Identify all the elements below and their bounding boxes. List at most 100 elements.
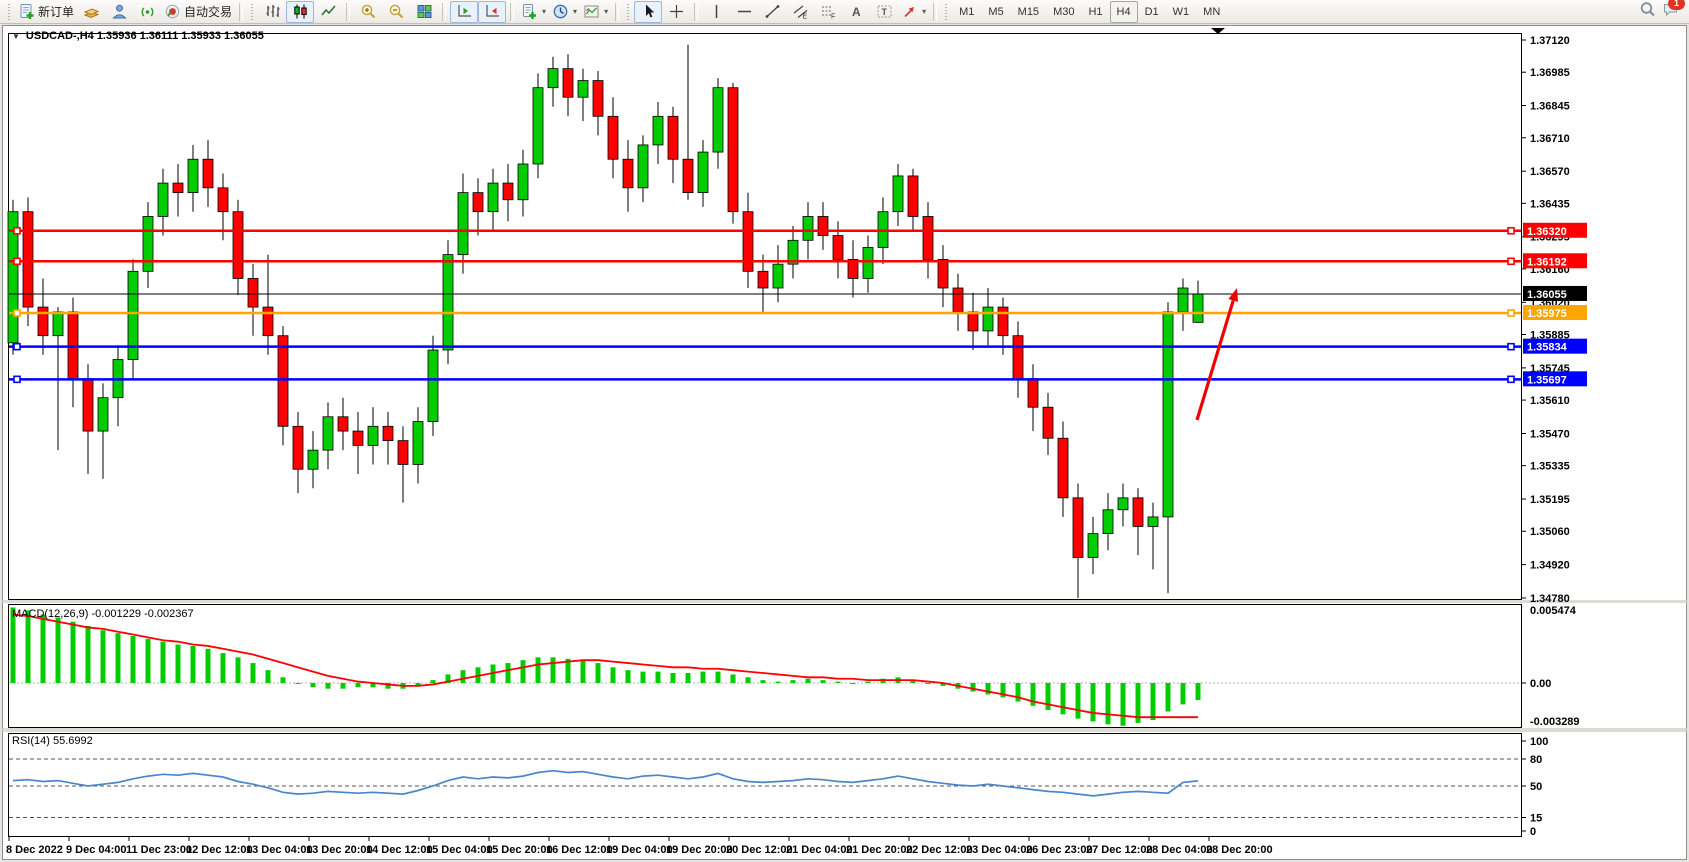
periods-button[interactable]: ▾	[549, 1, 580, 23]
chart-shift-button[interactable]	[478, 0, 507, 23]
rsi-label: RSI(14) 55.6992	[12, 735, 93, 747]
chart-title: ▼ USDCAD-,H4 1.35936 1.36111 1.35933 1.3…	[12, 30, 264, 42]
svg-text:21 Dec 20:00: 21 Dec 20:00	[846, 844, 913, 856]
timeframe-m1-button[interactable]: M1	[959, 5, 975, 18]
data-window-button[interactable]	[105, 1, 133, 23]
toolbar-drag-handle[interactable]	[250, 3, 256, 20]
templates-button[interactable]: ▾	[580, 1, 611, 23]
market-watch-button[interactable]	[77, 1, 105, 23]
indicators-button[interactable]: ▾	[518, 1, 549, 23]
notification-badge: 1	[1668, 0, 1685, 10]
templates-icon	[583, 3, 600, 20]
arrows-tool-button[interactable]: ▾	[898, 1, 929, 23]
svg-text:9 Dec 04:00: 9 Dec 04:00	[66, 844, 127, 856]
timeframe-w1-button[interactable]: W1	[1172, 5, 1190, 18]
fibonacci-button[interactable]: F	[814, 1, 842, 23]
timeframe-h1-button[interactable]: H1	[1088, 5, 1103, 18]
toolbar-drag-handle[interactable]	[626, 3, 632, 20]
tile-windows-button[interactable]	[410, 1, 438, 23]
timeframe-m30-button[interactable]: M30	[1053, 5, 1075, 18]
toolbar-drag-handle[interactable]	[944, 3, 950, 20]
chevron-down-icon[interactable]: ▾	[922, 7, 927, 16]
auto-scroll-icon	[456, 3, 473, 20]
indicators-icon	[521, 3, 538, 20]
svg-text:22 Dec 12:00: 22 Dec 12:00	[906, 844, 973, 856]
chevron-down-icon[interactable]: ▾	[573, 7, 578, 16]
chevron-down-icon[interactable]: ▾	[542, 7, 547, 16]
toolbar: 新订单 自动交易 ▾ ▾ ▾ E F A T ▾ M1 M5 M15 M30 H1 H4 D1 W1 MN 1	[0, 0, 1689, 24]
svg-text:13 Dec 04:00: 13 Dec 04:00	[246, 844, 313, 856]
svg-text:A: A	[852, 5, 861, 19]
svg-text:1.36845: 1.36845	[1530, 101, 1570, 113]
search-button[interactable]	[1639, 1, 1656, 23]
text-icon: A	[848, 3, 865, 20]
timeframe-m15-button[interactable]: M15	[1017, 5, 1040, 18]
svg-text:1.37120: 1.37120	[1530, 35, 1570, 47]
svg-text:15 Dec 20:00: 15 Dec 20:00	[486, 844, 553, 856]
crosshair-icon	[668, 3, 685, 20]
toolbar-separator	[933, 2, 938, 21]
tile-windows-icon	[416, 3, 433, 20]
data-window-icon	[111, 3, 128, 20]
timeframe-h4-button[interactable]: H4	[1109, 0, 1138, 23]
svg-text:15: 15	[1530, 813, 1542, 825]
chevron-down-icon[interactable]: ▾	[604, 7, 609, 16]
auto-scroll-button[interactable]	[450, 0, 479, 23]
collapse-icon[interactable]: ▼	[12, 31, 20, 41]
zoom-out-icon	[388, 3, 405, 20]
signals-button[interactable]	[133, 1, 161, 23]
svg-text:T: T	[881, 7, 887, 17]
svg-text:1.36985: 1.36985	[1530, 67, 1570, 79]
toolbar-separator	[239, 2, 244, 21]
toolbar-separator	[442, 2, 447, 21]
zoom-out-button[interactable]	[382, 1, 410, 23]
cursor-button[interactable]	[634, 0, 663, 23]
svg-text:1.35975: 1.35975	[1527, 308, 1567, 320]
chart-line-button[interactable]	[314, 1, 342, 23]
cursor-icon	[640, 3, 657, 20]
timeframe-d1-button[interactable]: D1	[1144, 5, 1159, 18]
svg-text:26 Dec 23:00: 26 Dec 23:00	[1026, 844, 1093, 856]
timeframe-mn-button[interactable]: MN	[1203, 5, 1221, 18]
svg-text:19 Dec 20:00: 19 Dec 20:00	[666, 844, 733, 856]
text-label-icon: T	[876, 3, 893, 20]
svg-text:1.35470: 1.35470	[1530, 428, 1570, 440]
zoom-in-icon	[360, 3, 377, 20]
horizontal-line-button[interactable]	[730, 1, 758, 23]
trendline-button[interactable]	[758, 1, 786, 23]
svg-text:0: 0	[1530, 826, 1536, 838]
svg-text:1.36435: 1.36435	[1530, 198, 1570, 210]
chart-line-icon	[320, 3, 337, 20]
trendline-icon	[764, 3, 781, 20]
new-order-button[interactable]: 新订单	[15, 1, 77, 23]
arrows-tool-icon	[901, 3, 918, 20]
svg-text:27 Dec 12:00: 27 Dec 12:00	[1086, 844, 1153, 856]
chart-bars-button[interactable]	[258, 1, 286, 23]
chart-candles-button[interactable]	[286, 0, 315, 23]
rsi-line	[12, 769, 1199, 797]
vertical-line-button[interactable]	[702, 1, 730, 23]
equidistant-channel-button[interactable]: E	[786, 1, 814, 23]
auto-trading-button[interactable]: 自动交易	[161, 1, 235, 23]
price-chart[interactable]: 1.37120 1.36985 1.36845 1.36710 1.36570 1.364…	[2, 25, 1687, 860]
svg-text:28 Dec 20:00: 28 Dec 20:00	[1206, 844, 1273, 856]
text-label-button[interactable]: T	[870, 1, 898, 23]
svg-text:1.35610: 1.35610	[1530, 395, 1570, 407]
candles	[7, 44, 1204, 598]
svg-text:15 Dec 04:00: 15 Dec 04:00	[426, 844, 493, 856]
svg-text:8 Dec 2022: 8 Dec 2022	[6, 844, 63, 856]
svg-text:0.005474: 0.005474	[1530, 605, 1577, 617]
macd-signal-line	[12, 613, 1198, 719]
text-button[interactable]: A	[842, 1, 870, 23]
crosshair-button[interactable]	[662, 1, 690, 23]
zoom-in-button[interactable]	[354, 1, 382, 23]
auto-trading-label: 自动交易	[184, 4, 233, 19]
svg-text:16 Dec 12:00: 16 Dec 12:00	[546, 844, 613, 856]
svg-text:1.35697: 1.35697	[1527, 374, 1567, 386]
svg-text:1.35060: 1.35060	[1530, 526, 1570, 538]
notifications-button[interactable]: 1	[1662, 0, 1685, 23]
svg-text:1.35335: 1.35335	[1530, 461, 1570, 473]
svg-text:1.36055: 1.36055	[1527, 289, 1567, 301]
toolbar-drag-handle[interactable]	[7, 3, 12, 20]
timeframe-m5-button[interactable]: M5	[988, 5, 1004, 18]
